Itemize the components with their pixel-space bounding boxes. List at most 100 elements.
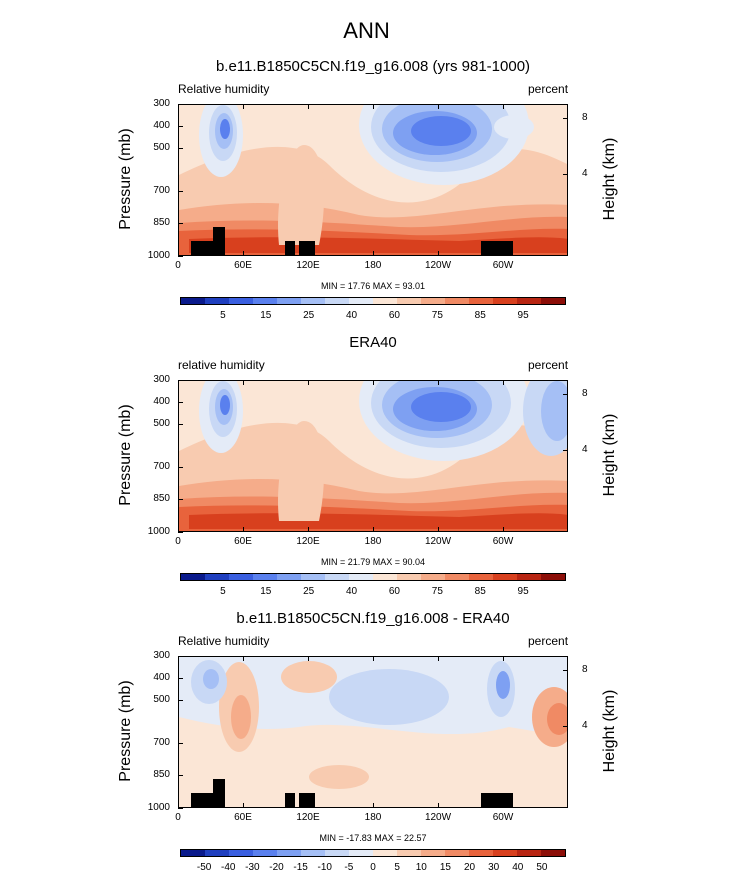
pressure-tick-mark	[178, 700, 183, 701]
pressure-tick-mark	[178, 656, 183, 657]
colorbar-swatch	[397, 850, 421, 856]
pressure-tick-mark	[178, 380, 183, 381]
colorbar-swatch	[373, 574, 397, 580]
x-tick-mark-top	[308, 656, 309, 661]
x-tick-mark	[178, 527, 179, 532]
panel-1-field-label: Relative humidity	[178, 82, 270, 96]
panel-2-contours	[179, 381, 567, 531]
colorbar-swatch	[205, 298, 229, 304]
colorbar-swatch	[301, 574, 325, 580]
contour-fill	[220, 119, 230, 139]
x-tick-mark	[373, 251, 374, 256]
x-tick-label: 0	[175, 260, 181, 271]
height-axis-label: Height (km)	[601, 137, 618, 221]
panel-2-units-label: percent	[528, 358, 569, 372]
pressure-tick-label: 300	[153, 374, 170, 385]
colorbar-label: 15	[260, 310, 272, 321]
pressure-axis-label: Pressure (mb)	[117, 680, 134, 782]
x-tick-mark	[308, 251, 309, 256]
colorbar-label: -10	[317, 862, 332, 873]
x-tick-label: 60W	[492, 812, 514, 823]
colorbar-swatch	[469, 574, 493, 580]
x-tick-mark-top	[243, 104, 244, 109]
colorbar-swatch	[493, 298, 517, 304]
panel-2-field-label: relative humidity	[178, 358, 265, 372]
colorbar-swatch	[541, 298, 565, 304]
panel-2-minmax: MIN = 21.79 MAX = 90.04	[320, 557, 426, 567]
pressure-tick-label: 500	[153, 418, 170, 429]
contour-fill	[494, 115, 534, 139]
x-tick-mark	[438, 251, 439, 256]
pressure-tick-label: 850	[153, 217, 170, 228]
x-tick-mark-top	[373, 380, 374, 385]
colorbar-label: 85	[474, 310, 486, 321]
panel-1-plot	[178, 104, 568, 256]
x-tick-mark-top	[308, 104, 309, 109]
panel-3-colorbar	[180, 849, 566, 857]
topography-mask	[481, 241, 513, 255]
colorbar-label: 25	[303, 586, 315, 597]
colorbar-swatch	[253, 298, 277, 304]
pressure-tick-label: 700	[153, 737, 170, 748]
pressure-tick-mark	[178, 532, 183, 533]
contour-fill	[220, 395, 230, 415]
x-tick-label: 0	[175, 536, 181, 547]
x-tick-mark-top	[178, 380, 179, 385]
colorbar-label: 5	[220, 586, 226, 597]
x-tick-mark	[243, 803, 244, 808]
x-tick-label: 120W	[424, 536, 452, 547]
colorbar-label: 50	[536, 862, 548, 873]
x-tick-label: 180	[364, 536, 382, 547]
pressure-tick-mark	[178, 678, 183, 679]
height-tick-mark	[563, 450, 568, 451]
panel-2-colorbar	[180, 573, 566, 581]
topography-mask	[191, 241, 213, 255]
colorbar-swatch	[181, 298, 205, 304]
pressure-tick-label: 1000	[147, 802, 170, 813]
colorbar-label: 10	[415, 862, 427, 873]
pressure-tick-mark	[178, 808, 183, 809]
panel-2-title: ERA40	[349, 334, 397, 351]
pressure-tick-mark	[178, 256, 183, 257]
x-tick-label: 120E	[296, 260, 320, 271]
panel-1-colorbar	[180, 297, 566, 305]
colorbar-swatch	[541, 850, 565, 856]
colorbar-swatch	[469, 298, 493, 304]
contour-fill	[411, 392, 471, 422]
x-tick-label: 60E	[234, 812, 252, 823]
pressure-tick-label: 850	[153, 769, 170, 780]
contour-fill	[189, 513, 567, 529]
topography-mask	[285, 241, 295, 255]
colorbar-swatch	[229, 298, 253, 304]
colorbar-swatch	[301, 850, 325, 856]
x-tick-mark	[178, 803, 179, 808]
colorbar-swatch	[277, 574, 301, 580]
x-tick-mark-top	[438, 104, 439, 109]
x-tick-mark	[373, 527, 374, 532]
pressure-tick-mark	[178, 467, 183, 468]
colorbar-swatch	[517, 298, 541, 304]
x-tick-mark-top	[243, 656, 244, 661]
x-tick-label: 180	[364, 812, 382, 823]
colorbar-swatch	[421, 850, 445, 856]
panel-3-units-label: percent	[528, 634, 569, 648]
colorbar-swatch	[205, 850, 229, 856]
x-tick-mark-top	[308, 380, 309, 385]
x-tick-mark	[308, 527, 309, 532]
x-tick-mark	[438, 527, 439, 532]
colorbar-swatch	[277, 850, 301, 856]
contour-fill	[329, 669, 449, 725]
colorbar-swatch	[493, 850, 517, 856]
x-tick-mark-top	[243, 380, 244, 385]
pressure-tick-label: 300	[153, 98, 170, 109]
colorbar-swatch	[277, 298, 301, 304]
x-tick-mark-top	[503, 104, 504, 109]
colorbar-label: 5	[394, 862, 400, 873]
colorbar-swatch	[325, 850, 349, 856]
pressure-tick-label: 700	[153, 461, 170, 472]
x-tick-label: 60W	[492, 536, 514, 547]
colorbar-label: 75	[431, 586, 443, 597]
colorbar-swatch	[181, 850, 205, 856]
x-tick-mark-top	[503, 380, 504, 385]
colorbar-label: -40	[221, 862, 236, 873]
